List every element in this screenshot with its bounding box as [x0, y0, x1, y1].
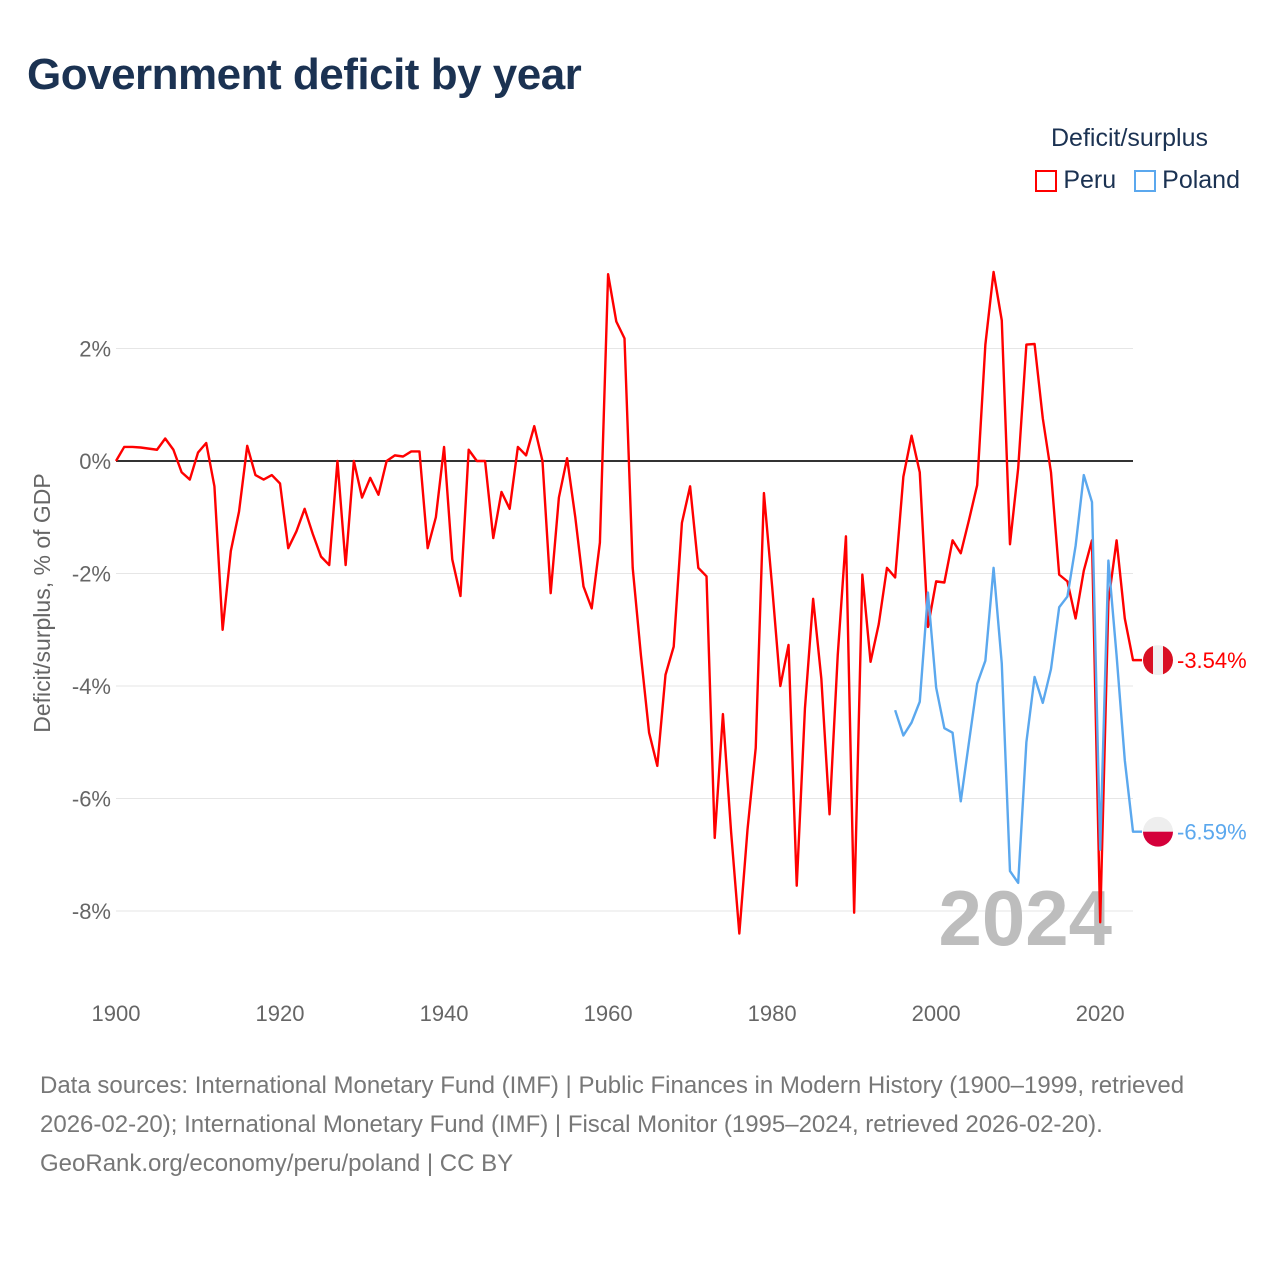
legend-title: Deficit/surplus: [1051, 124, 1208, 152]
series-line-peru: [114, 270, 1142, 935]
legend-item-peru[interactable]: Peru: [1035, 166, 1116, 195]
y-tick-label: -4%: [72, 674, 111, 699]
legend-swatch-poland: [1134, 169, 1157, 192]
x-tick-label: 1900: [92, 1001, 141, 1026]
year-annotation: 2024: [938, 874, 1112, 962]
data-sources: Data sources: International Monetary Fun…: [40, 1072, 1185, 1138]
x-tick-label: 1960: [584, 1001, 633, 1026]
credit-link[interactable]: GeoRank.org/economy/peru/poland | CC BY: [40, 1150, 514, 1177]
legend-label-peru: Peru: [1063, 166, 1117, 194]
y-tick-label: 2%: [79, 337, 111, 362]
y-tick-label: 0%: [79, 449, 111, 474]
series-line-poland: [894, 473, 1142, 885]
y-tick-label: -6%: [72, 787, 111, 812]
x-tick-label: 1940: [420, 1001, 469, 1026]
x-tick-label: 1980: [748, 1001, 797, 1026]
flag-icon-peru: [1143, 645, 1173, 676]
footer: Data sources: International Monetary Fun…: [40, 1066, 1240, 1183]
end-label-poland: -6.59%: [1177, 820, 1247, 845]
chart-title: Government deficit by year: [27, 50, 582, 99]
x-tick-label: 2020: [1076, 1001, 1125, 1026]
y-tick-label: -2%: [72, 562, 111, 587]
legend: Peru Poland: [1035, 166, 1240, 195]
end-label-peru: -3.54%: [1177, 648, 1247, 673]
x-tick-label: 2000: [912, 1001, 961, 1026]
y-tick-label: -8%: [72, 899, 111, 924]
legend-label-poland: Poland: [1162, 166, 1240, 194]
y-axis-label: Deficit/surplus, % of GDP: [29, 473, 55, 732]
x-tick-label: 1920: [256, 1001, 305, 1026]
flag-icon-poland: [1143, 816, 1173, 847]
legend-item-poland[interactable]: Poland: [1134, 166, 1240, 195]
legend-swatch-peru: [1035, 169, 1058, 192]
